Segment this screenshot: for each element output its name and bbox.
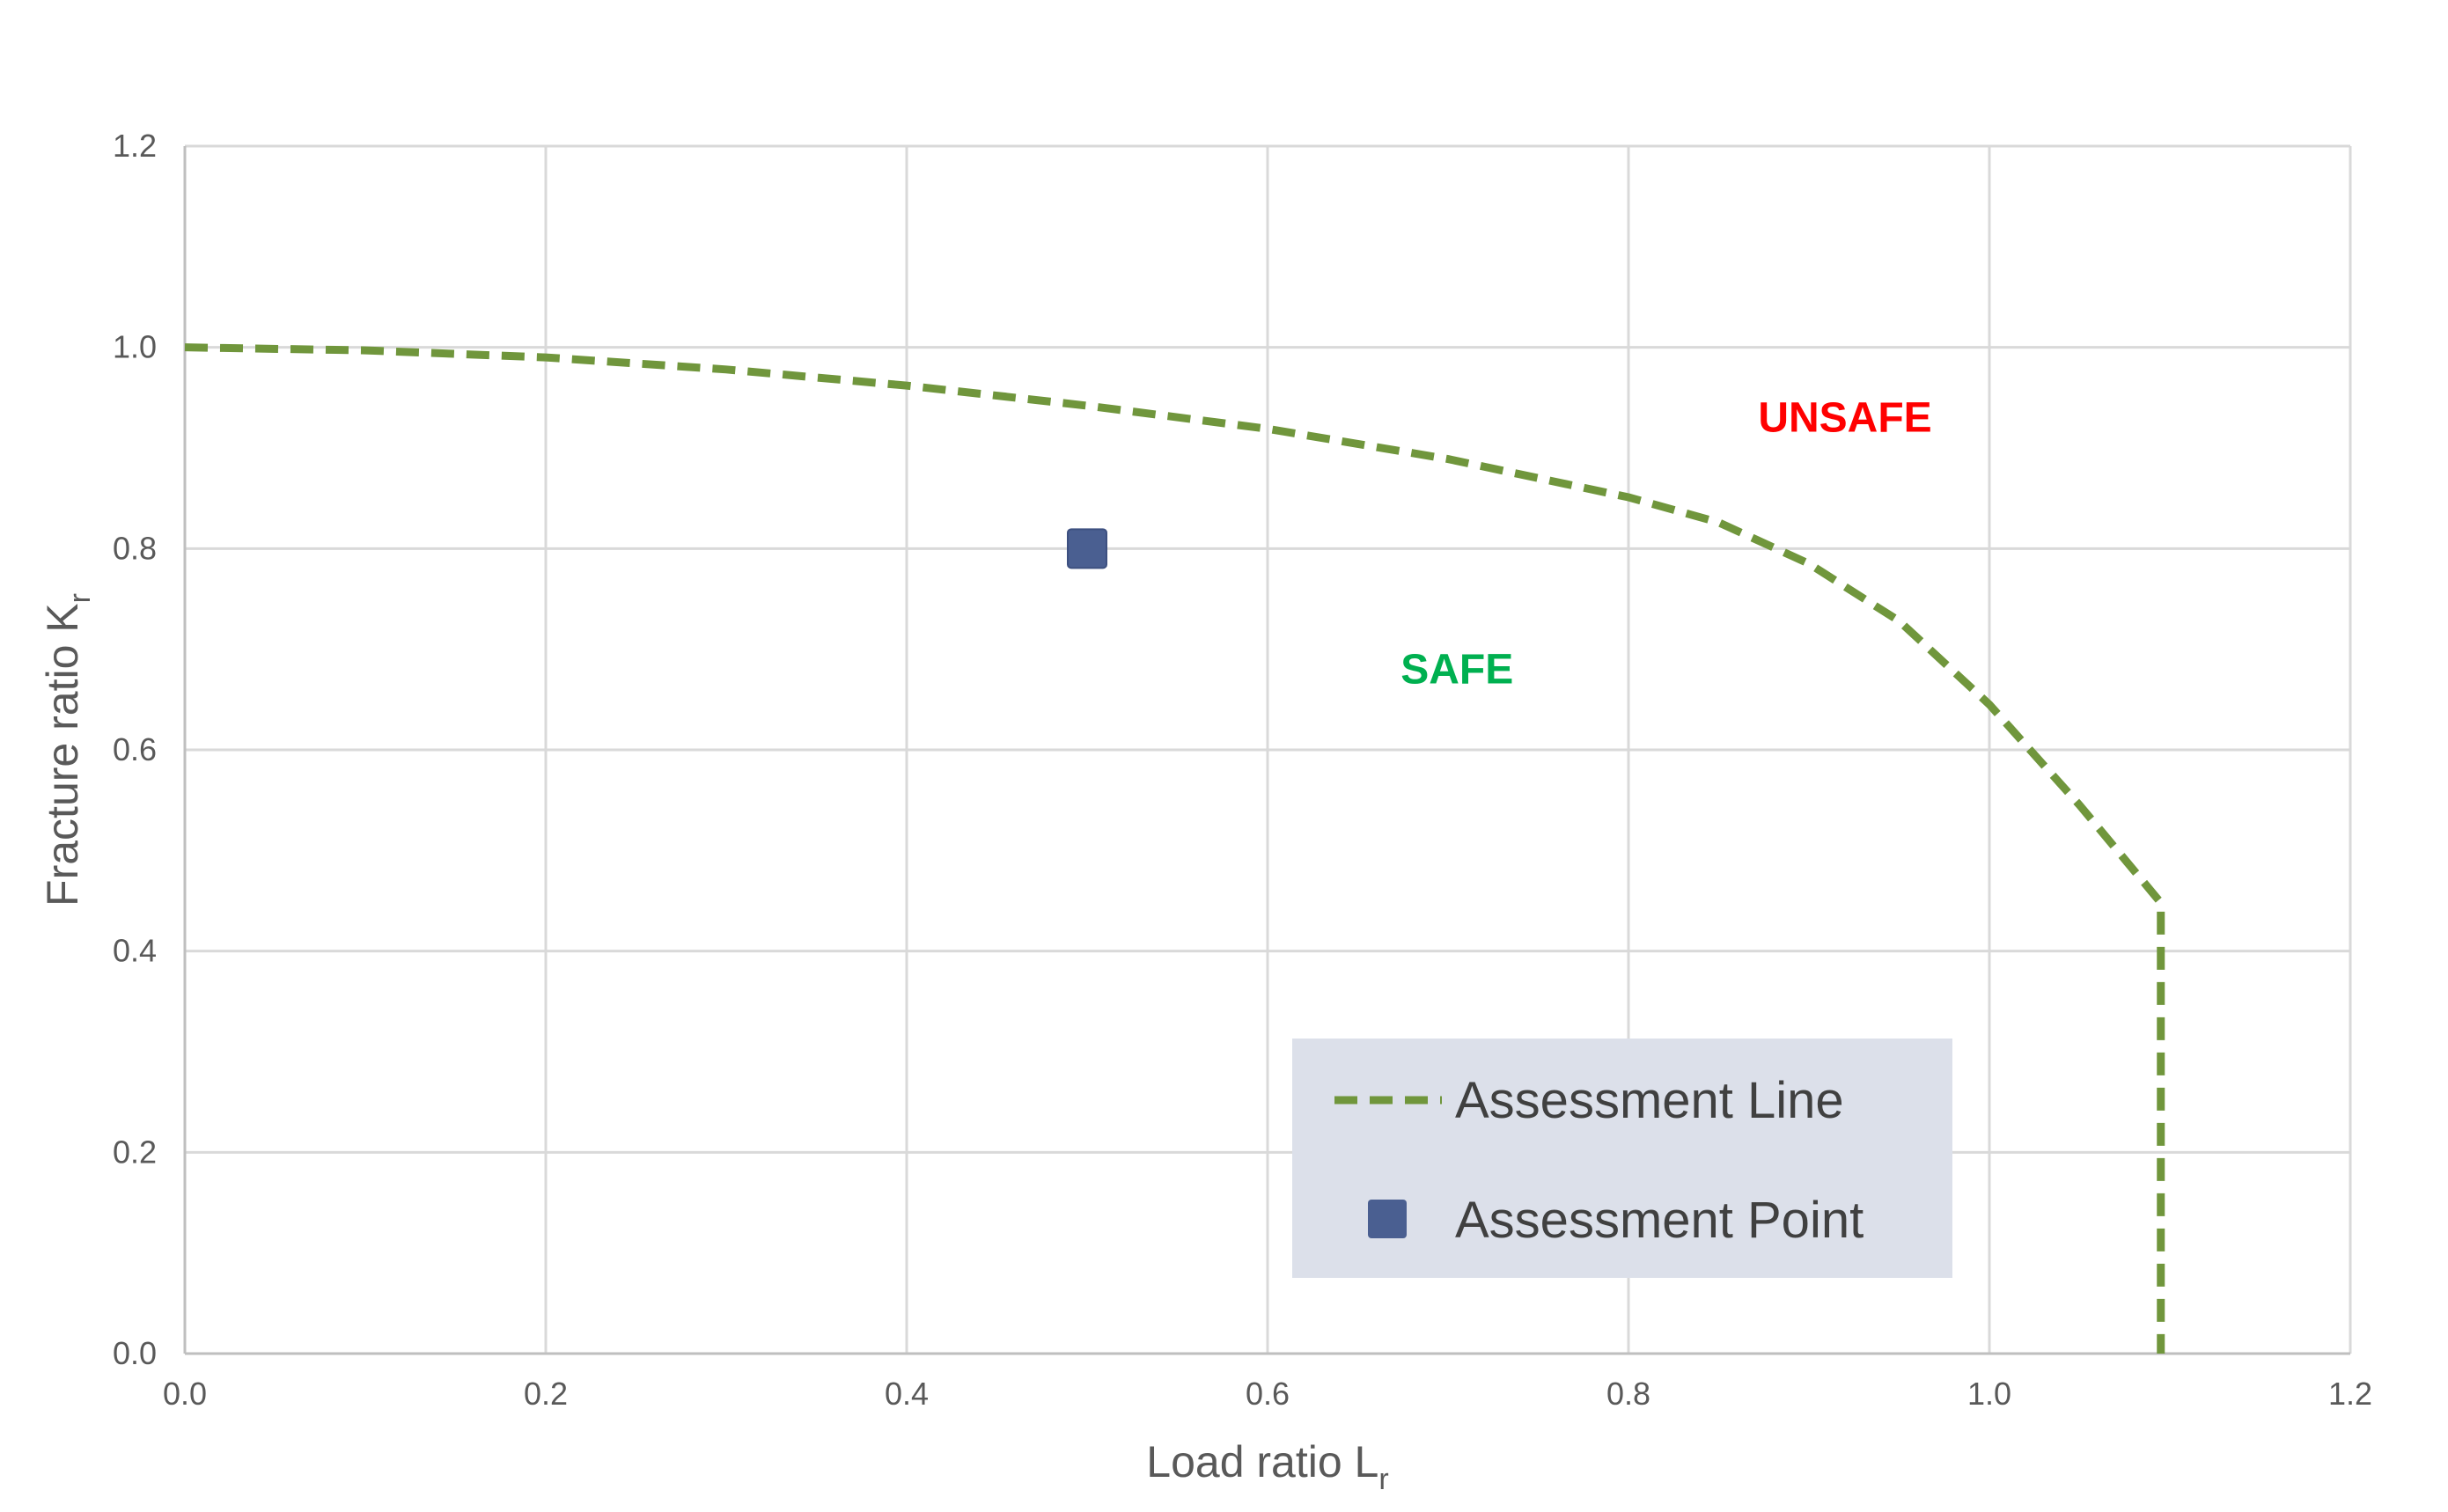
x-axis-title: Load ratio Lr <box>1146 1437 1388 1496</box>
y-tick-label: 0.6 <box>113 731 157 767</box>
assessment-line <box>184 343 2165 1354</box>
assessment-point-marker <box>1067 528 1107 569</box>
y-tick-label: 1.0 <box>113 329 157 365</box>
x-tick-label: 0.0 <box>163 1376 207 1412</box>
unsafe-region-label: UNSAFE <box>1758 395 1931 442</box>
x-tick-label: 0.6 <box>1246 1376 1290 1412</box>
legend: Assessment Line Assessment Point <box>1292 1039 1952 1278</box>
y-tick-label: 0.4 <box>113 933 157 969</box>
safe-region-label: SAFE <box>1400 647 1513 694</box>
y-tick-label: 0.2 <box>113 1134 157 1170</box>
y-tick-label: 0.0 <box>113 1335 157 1371</box>
grid <box>183 144 2352 1355</box>
x-tick-label: 0.4 <box>885 1376 929 1412</box>
annotations: UNSAFE SAFE <box>1400 395 1931 694</box>
x-tick-label: 1.0 <box>1967 1376 2011 1412</box>
legend-marker-swatch <box>1368 1200 1407 1238</box>
y-tick-label: 1.2 <box>113 128 157 164</box>
series-layer <box>184 343 2165 1354</box>
x-tick-label: 1.2 <box>2328 1376 2372 1412</box>
x-tick-label: 0.8 <box>1606 1376 1650 1412</box>
y-axis-title: Fracture ratio Kr <box>38 593 97 906</box>
tick-labels: 0.0 0.2 0.4 0.6 0.8 1.0 1.2 0.0 0.2 0.4 0.6 0.8 1.0 1… <box>113 128 2372 1412</box>
legend-label-assessment-point: Assessment Point <box>1455 1192 1864 1249</box>
y-tick-label: 0.8 <box>113 530 157 566</box>
x-tick-label: 0.2 <box>524 1376 568 1412</box>
legend-label-assessment-line: Assessment Line <box>1455 1072 1844 1129</box>
